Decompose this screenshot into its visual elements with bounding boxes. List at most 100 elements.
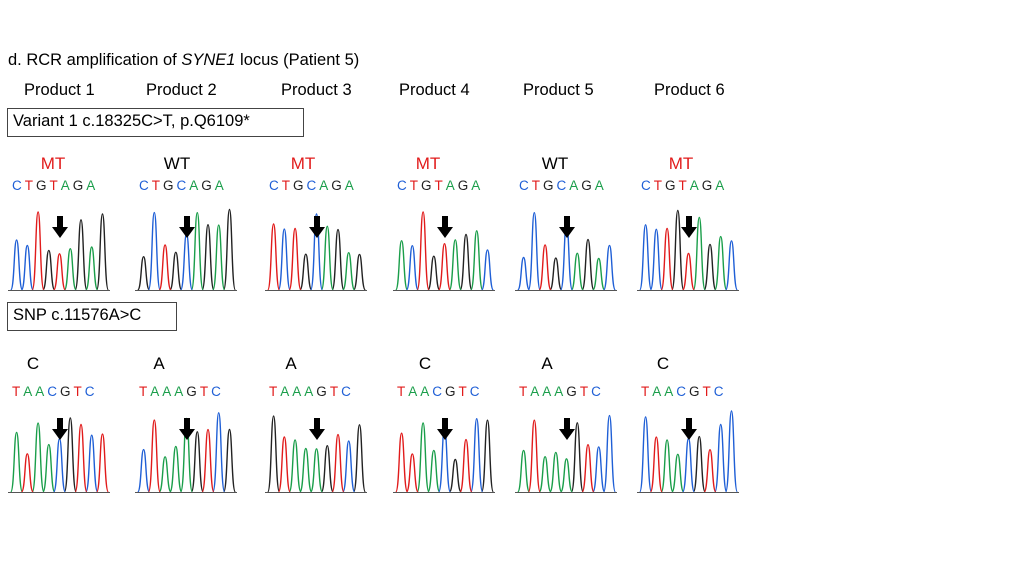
base-call-sequence: TAACGTC xyxy=(12,384,98,399)
base-call: G xyxy=(60,384,74,399)
base-call: A xyxy=(189,178,202,193)
trace-A-channel xyxy=(288,439,324,493)
title-prefix: d. RCR amplification of xyxy=(8,51,182,69)
trace-G-channel xyxy=(190,428,237,493)
chromatogram-trace xyxy=(515,211,617,291)
base-call: C xyxy=(519,178,532,193)
arrow-shape xyxy=(308,418,325,440)
base-call: G xyxy=(701,178,716,193)
base-call: T xyxy=(579,384,592,399)
base-call: A xyxy=(689,178,702,193)
trace-T-channel xyxy=(416,211,452,291)
arrow-shape xyxy=(436,418,453,440)
base-call: A xyxy=(715,178,728,193)
base-call-sequence: CTGTAGA xyxy=(641,178,727,193)
base-call: G xyxy=(421,178,435,193)
base-call: C xyxy=(469,384,483,399)
trace-C-channel xyxy=(342,440,356,493)
base-call: A xyxy=(174,384,187,399)
base-call: C xyxy=(47,384,61,399)
arrow-shape xyxy=(436,216,453,238)
base-call: G xyxy=(36,178,50,193)
trace-T-channel xyxy=(277,433,345,493)
arrow-shape xyxy=(558,418,575,440)
base-call: T xyxy=(409,178,421,193)
trace-C-channel xyxy=(592,414,617,493)
base-call: T xyxy=(139,384,151,399)
base-call: C xyxy=(432,384,446,399)
trace-G-channel xyxy=(267,415,367,493)
down-arrow-icon xyxy=(680,418,697,440)
base-call: G xyxy=(186,384,200,399)
figure-title: d. RCR amplification of SYNE1 locus (Pat… xyxy=(8,51,359,70)
trace-G-channel xyxy=(448,419,495,493)
down-arrow-icon xyxy=(51,216,68,238)
down-arrow-icon xyxy=(178,216,195,238)
chromatogram-trace xyxy=(265,415,367,493)
product-label: Product 6 xyxy=(654,81,725,99)
base-call: G xyxy=(445,384,459,399)
base-call: A xyxy=(445,178,458,193)
chromatogram-trace xyxy=(637,209,739,291)
base-call: A xyxy=(530,384,543,399)
base-call: A xyxy=(60,178,73,193)
genotype-label: MT xyxy=(415,154,441,173)
trace-A-channel xyxy=(63,246,99,291)
trace-A-channel xyxy=(692,216,728,291)
down-arrow-icon xyxy=(436,216,453,238)
trace-A-channel xyxy=(320,225,356,291)
chromatogram-trace xyxy=(8,211,110,291)
trace-A-channel xyxy=(660,439,685,493)
base-call: C xyxy=(176,178,190,193)
base-call-sequence: CTGTAGA xyxy=(12,178,98,193)
trace-C-channel xyxy=(137,412,226,493)
base-call: G xyxy=(201,178,215,193)
base-call: A xyxy=(86,178,99,193)
base-call: C xyxy=(641,178,654,193)
base-call: T xyxy=(434,178,446,193)
trace-C-channel xyxy=(517,211,617,291)
chromatogram-trace xyxy=(135,412,237,493)
base-call-sequence: CTGCAGA xyxy=(269,178,357,193)
trace-T-channel xyxy=(538,244,552,291)
chromatogram-trace xyxy=(393,211,495,291)
base-call: A xyxy=(292,384,305,399)
trace-A-channel xyxy=(570,252,606,291)
base-call: A xyxy=(652,384,665,399)
genotype-label: MT xyxy=(290,154,316,173)
base-call: T xyxy=(24,178,36,193)
base-call: A xyxy=(420,384,433,399)
down-arrow-icon xyxy=(558,216,575,238)
base-call: G xyxy=(72,178,87,193)
base-call: A xyxy=(162,384,175,399)
base-call: C xyxy=(84,384,98,399)
genotype-label: MT xyxy=(40,154,66,173)
base-call: T xyxy=(702,384,714,399)
base-call: A xyxy=(23,384,36,399)
trace-G-channel xyxy=(299,228,367,291)
base-call: A xyxy=(664,384,677,399)
base-call: C xyxy=(269,178,282,193)
trace-T-channel xyxy=(147,419,215,493)
trace-C-channel xyxy=(52,434,99,493)
down-arrow-icon xyxy=(308,418,325,440)
title-gene: SYNE1 xyxy=(181,51,236,69)
base-call: T xyxy=(531,178,543,193)
base-call: A xyxy=(214,178,227,193)
base-call: C xyxy=(139,178,152,193)
trace-G-channel xyxy=(671,209,717,291)
base-call: A xyxy=(35,384,48,399)
base-call: G xyxy=(163,178,177,193)
base-call-sequence: TAACGTC xyxy=(641,384,727,399)
base-call: G xyxy=(689,384,703,399)
product-label: Product 1 xyxy=(24,81,95,99)
base-call: A xyxy=(542,384,555,399)
base-call-sequence: TAAAGTC xyxy=(269,384,354,399)
base-call: C xyxy=(556,178,570,193)
down-arrow-icon xyxy=(308,216,325,238)
base-call: T xyxy=(73,384,85,399)
base-call: T xyxy=(519,384,531,399)
base-call: T xyxy=(397,384,409,399)
base-call: G xyxy=(293,178,307,193)
base-call: C xyxy=(397,178,410,193)
